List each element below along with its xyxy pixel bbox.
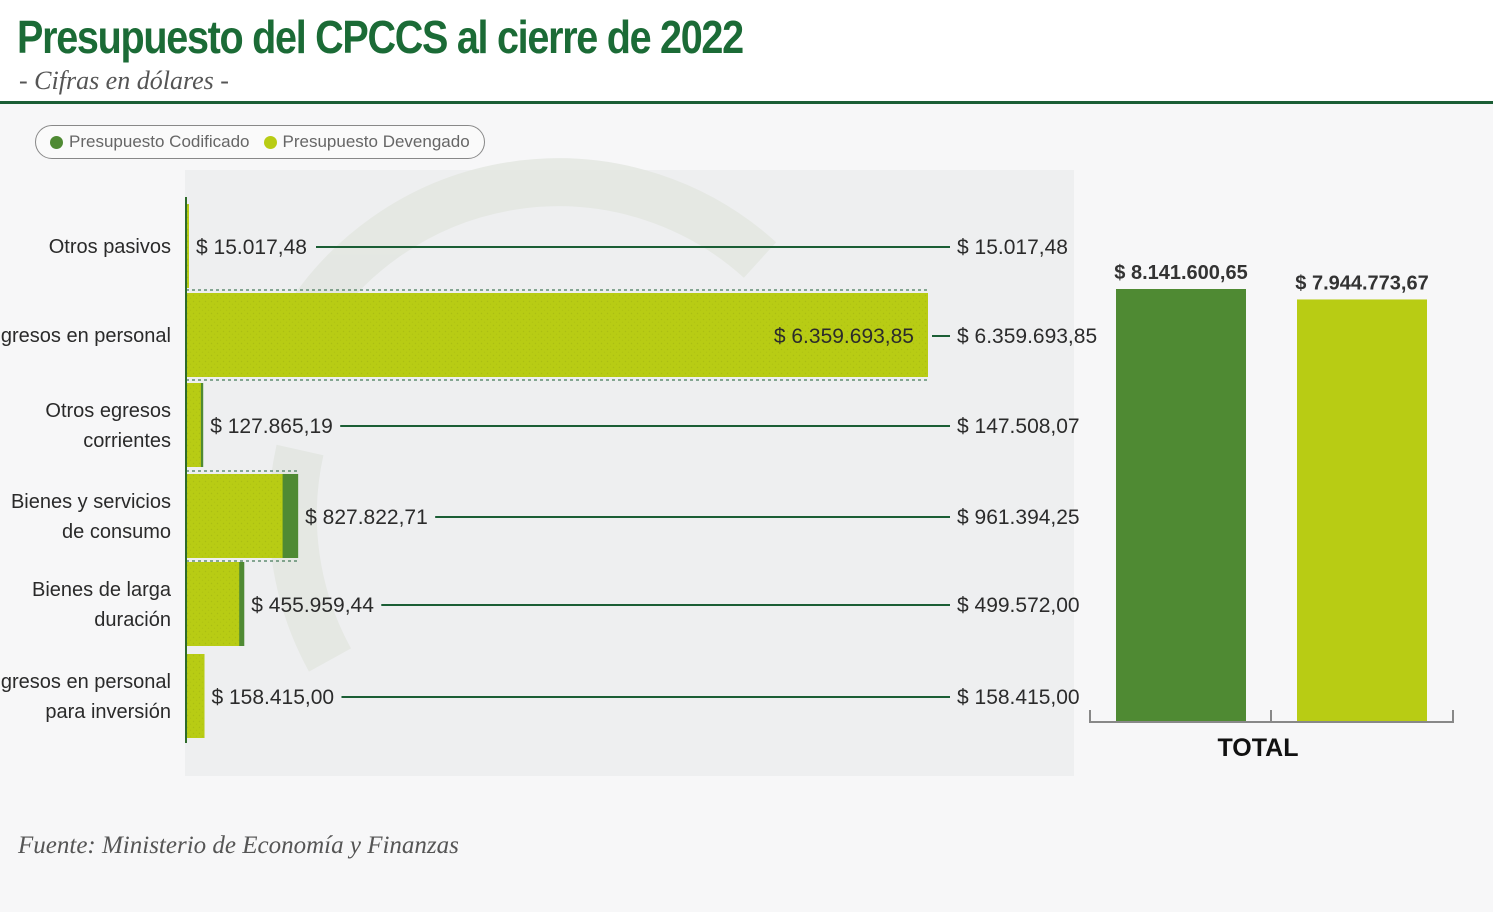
- total-bar-devengado: [1297, 299, 1427, 722]
- category-label: Bienes de larga duración: [32, 579, 172, 631]
- total-category-label: TOTAL: [1217, 734, 1298, 762]
- value-label-devengado: $ 15.017,48: [196, 236, 307, 259]
- value-label-codificado: $ 158.415,00: [957, 686, 1080, 709]
- legend: Presupuesto Codificado Presupuesto Deven…: [35, 125, 485, 159]
- legend-item-devengado: Presupuesto Devengado: [263, 132, 470, 152]
- value-label-devengado: $ 158.415,00: [211, 686, 334, 709]
- chart-subtitle: - Cifras en dólares -: [19, 66, 229, 95]
- category-label: Otros egresos corrientes: [45, 400, 171, 452]
- legend-swatch-codificado: [50, 135, 63, 149]
- value-label-devengado: $ 127.865,19: [210, 415, 333, 438]
- legend-label-devengado: Presupuesto Devengado: [282, 132, 470, 151]
- category-label-line: Otros pasivos: [49, 236, 171, 258]
- value-label-codificado: $ 961.394,25: [957, 506, 1080, 529]
- value-label-devengado: $ 6.359.693,85: [774, 325, 914, 348]
- header: Presupuesto del CPCCS al cierre de 2022 …: [0, 0, 1493, 104]
- category-label-line: de consumo: [62, 521, 171, 543]
- bar-devengado-texture: [186, 562, 240, 646]
- total-bar-chart: $ 8.141.600,65 $ 7.944.773,67 TOTAL: [1089, 262, 1454, 762]
- value-label-codificado: $ 147.508,07: [957, 415, 1080, 438]
- category-label-line: Egresos en personal: [0, 671, 171, 693]
- category-label-line: duración: [94, 609, 171, 631]
- category-label: Otros pasivos: [49, 236, 171, 258]
- total-label-codificado: $ 8.141.600,65: [1114, 262, 1247, 284]
- source-note: Fuente: Ministerio de Economía y Finanza…: [18, 832, 459, 859]
- category-label-line: Egresos en personal: [0, 325, 171, 347]
- bar-devengado-texture: [186, 204, 189, 288]
- chart-title: Presupuesto del CPCCS al cierre de 2022: [17, 11, 744, 63]
- total-bar-codificado: [1116, 289, 1246, 722]
- category-label-line: Otros egresos: [45, 400, 171, 422]
- bar-devengado-texture: [186, 654, 205, 738]
- category-label-line: corrientes: [83, 430, 171, 452]
- category-label-line: para inversión: [45, 701, 171, 723]
- value-label-devengado: $ 827.822,71: [305, 506, 428, 529]
- horizontal-bar-chart: Otros pasivos $ 15.017,48 $ 15.017,48 Egres…: [0, 197, 1097, 743]
- legend-item-codificado: Presupuesto Codificado: [50, 132, 250, 152]
- category-label: Egresos en personal: [0, 325, 171, 347]
- category-label-line: Bienes y servicios: [11, 491, 171, 513]
- value-label-codificado: $ 6.359.693,85: [957, 325, 1097, 348]
- category-label: Egresos en personal para inversión: [0, 671, 171, 723]
- category-label: Bienes y servicios de consumo: [11, 491, 171, 543]
- bar-devengado-texture: [186, 293, 928, 377]
- value-label-devengado: $ 455.959,44: [251, 594, 374, 617]
- value-label-codificado: $ 499.572,00: [957, 594, 1080, 617]
- value-label-codificado: $ 15.017,48: [957, 236, 1068, 259]
- legend-label-codificado: Presupuesto Codificado: [69, 132, 250, 151]
- bar-devengado-texture: [186, 383, 201, 467]
- legend-swatch-devengado: [263, 135, 277, 149]
- category-label-line: Bienes de larga: [32, 579, 172, 601]
- total-label-devengado: $ 7.944.773,67: [1295, 272, 1428, 294]
- bar-devengado-texture: [186, 474, 283, 558]
